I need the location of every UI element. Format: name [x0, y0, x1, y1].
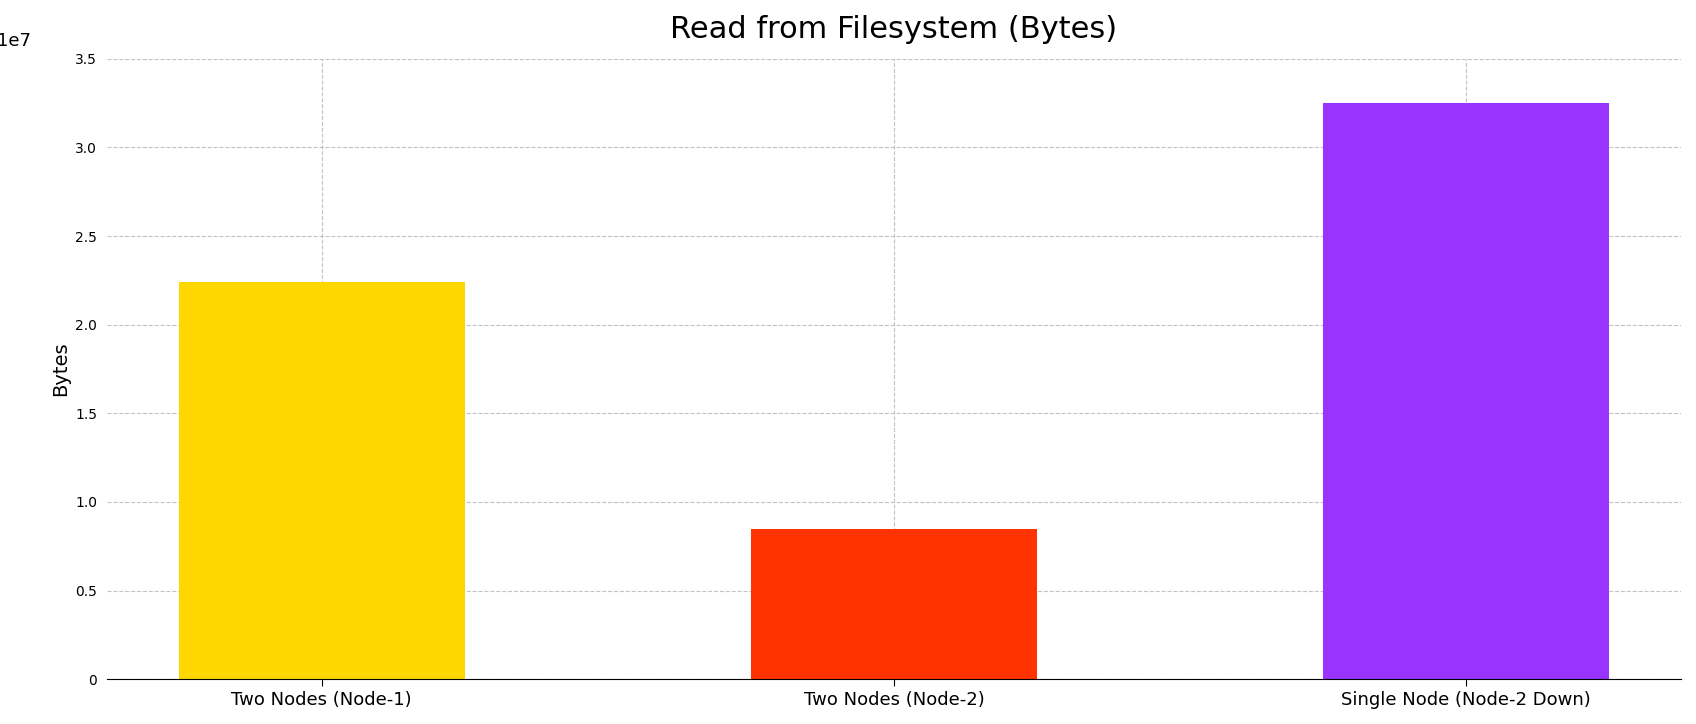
Y-axis label: Bytes: Bytes [51, 342, 70, 396]
Bar [178, 282, 465, 679]
Text: 1e7: 1e7 [0, 33, 31, 51]
Title: Read from Filesystem (Bytes): Read from Filesystem (Bytes) [670, 15, 1118, 44]
Bar [751, 529, 1036, 679]
Bar [1323, 103, 1610, 679]
